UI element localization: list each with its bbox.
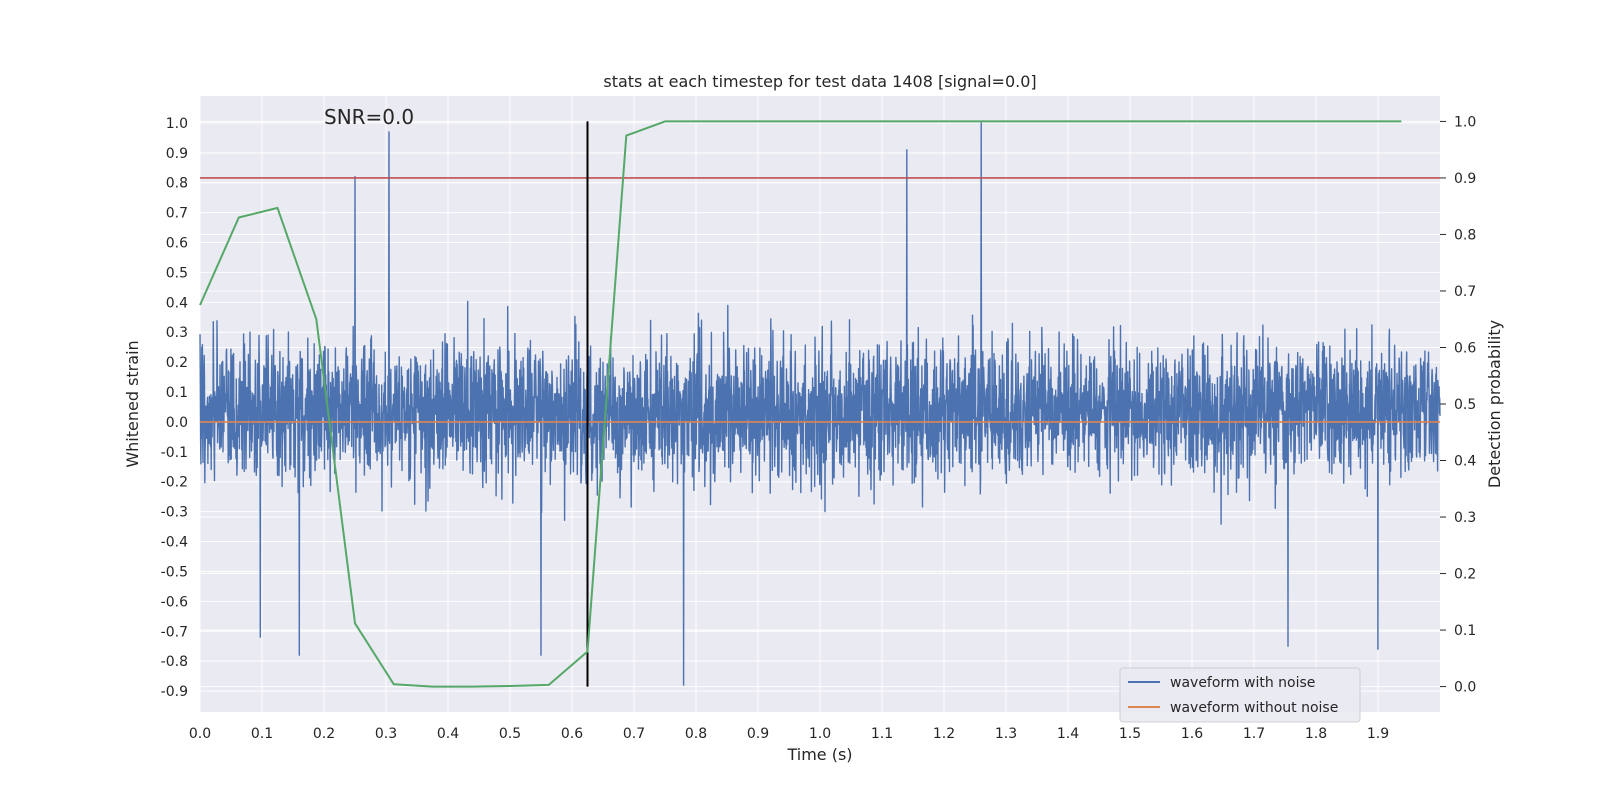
y-tick-label: -0.5	[161, 564, 188, 580]
y-tick-label: -0.3	[161, 505, 188, 521]
x-tick-label: 1.5	[1119, 726, 1141, 742]
legend-label-waveform-without-noise: waveform without noise	[1170, 700, 1338, 716]
x-tick-label: 1.8	[1305, 726, 1327, 742]
y-tick-label: 0.6	[166, 236, 188, 252]
y2-tick-label: 0.2	[1454, 567, 1476, 583]
y2-tick-label: 0.4	[1454, 454, 1476, 470]
y2-tick-label: 0.6	[1454, 340, 1476, 356]
x-tick-label: 0.3	[375, 726, 397, 742]
x-tick-label: 0.9	[747, 726, 769, 742]
y-tick-label: -0.1	[161, 445, 188, 461]
x-tick-label: 0.8	[685, 726, 707, 742]
x-tick-label: 1.6	[1181, 726, 1203, 742]
y-tick-label: -0.6	[161, 594, 188, 610]
x-tick-label: 1.9	[1367, 726, 1389, 742]
x-axis-label: Time (s)	[786, 745, 852, 764]
y2-tick-label: 0.9	[1454, 171, 1476, 187]
reference-lines	[200, 121, 1440, 687]
x-tick-label: 1.7	[1243, 726, 1265, 742]
y2-tick-label: 0.8	[1454, 227, 1476, 243]
y-axis-label: Whitened strain	[123, 340, 142, 467]
x-tick-label: 1.1	[871, 726, 893, 742]
y2-tick-label: 0.5	[1454, 397, 1476, 413]
snr-annotation: SNR=0.0	[324, 105, 414, 129]
y-tick-label: -0.2	[161, 475, 188, 491]
y2-tick-label: 0.7	[1454, 284, 1476, 300]
y2-tick-label: 0.0	[1454, 680, 1476, 696]
y-tick-label: 0.4	[166, 295, 188, 311]
y-tick-label: 0.0	[166, 415, 188, 431]
y-tick-label: 0.1	[166, 385, 188, 401]
y2-tick-label: 1.0	[1454, 114, 1476, 130]
y-tick-label: 0.2	[166, 355, 188, 371]
y-tick-label: 0.3	[166, 325, 188, 341]
ticks: 0.0 0.1 0.2 0.3 0.4 0.5 0.6 0.7 0.8 0.9 1.0 1.1 1.2 1…	[161, 114, 1477, 742]
x-tick-label: 0.2	[313, 726, 335, 742]
y-tick-label: -0.9	[161, 684, 188, 700]
y-tick-label: -0.4	[161, 535, 188, 551]
series-detection-probability	[199, 120, 1402, 688]
x-tick-label: 0.4	[437, 726, 459, 742]
x-tick-label: 1.4	[1057, 726, 1079, 742]
y-tick-label: 0.9	[166, 146, 188, 162]
x-tick-label: 0.7	[623, 726, 645, 742]
series-line-detection-probability	[199, 120, 1402, 688]
y-tick-label: 0.8	[166, 176, 188, 192]
x-tick-label: 0.1	[251, 726, 273, 742]
x-tick-label: 1.2	[933, 726, 955, 742]
y2-axis-label: Detection probability	[1485, 320, 1504, 488]
y2-tick-label: 0.3	[1454, 510, 1476, 526]
legend: waveform with noise waveform without noi…	[1119, 667, 1361, 723]
x-tick-label: 1.0	[809, 726, 831, 742]
y-tick-label: 0.5	[166, 265, 188, 281]
y-tick-label: 0.7	[166, 206, 188, 222]
y-tick-label: 1.0	[166, 116, 188, 132]
y-tick-label: -0.8	[161, 654, 188, 670]
x-tick-label: 1.3	[995, 726, 1017, 742]
legend-box	[1119, 667, 1361, 723]
x-tick-label: 0.6	[561, 726, 583, 742]
series-waveform-with-noise	[199, 122, 1441, 686]
y2-tick-label: 0.1	[1454, 623, 1476, 639]
x-tick-label: 0.5	[499, 726, 521, 742]
labels: stats at each timestep for test data 140…	[123, 72, 1504, 764]
series-line-waveform-with-noise	[199, 122, 1441, 686]
legend-label-waveform-with-noise: waveform with noise	[1170, 675, 1315, 691]
y-tick-label: -0.7	[161, 624, 188, 640]
chart-title: stats at each timestep for test data 140…	[603, 72, 1036, 91]
x-tick-label: 0.0	[189, 726, 211, 742]
